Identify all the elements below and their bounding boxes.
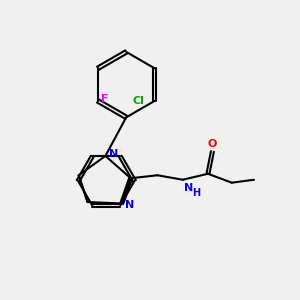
Text: F: F [101,94,108,104]
Text: H: H [193,188,201,198]
Text: N: N [109,149,118,160]
Text: N: N [125,200,134,210]
Text: N: N [184,183,194,193]
Text: O: O [208,139,217,148]
Text: Cl: Cl [132,96,144,106]
